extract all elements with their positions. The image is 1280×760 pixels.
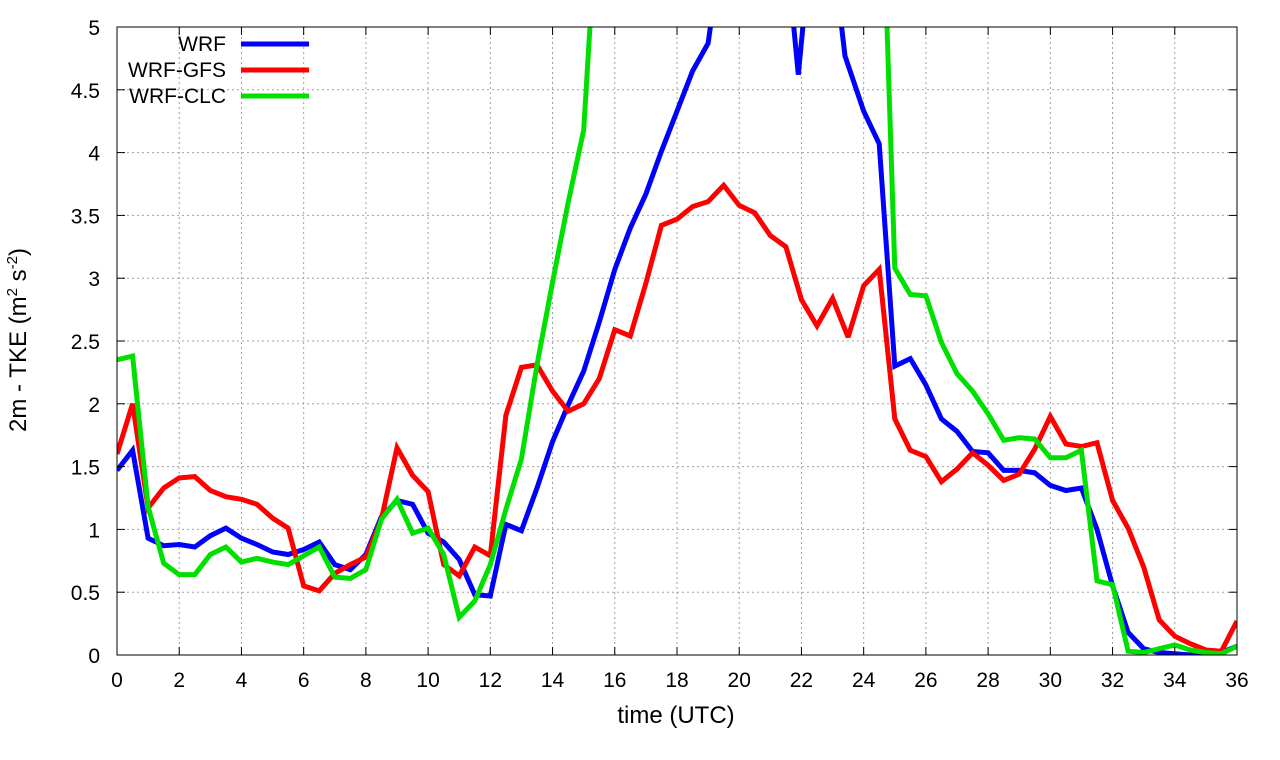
y-tick-label: 3.5 bbox=[71, 205, 100, 228]
x-tick-label: 26 bbox=[914, 669, 937, 692]
y-tick-label: 3 bbox=[88, 268, 100, 291]
x-tick-label: 10 bbox=[416, 669, 439, 692]
series-line-wrf-clc bbox=[117, 27, 1237, 655]
y-tick-labels: 0 0.5 1 1.5 2 2.5 3 3.5 4 4.5 5 bbox=[71, 17, 101, 668]
y-tick-label: 4.5 bbox=[71, 80, 100, 103]
x-tick-label: 14 bbox=[541, 669, 565, 692]
x-tick-label: 0 bbox=[111, 669, 123, 692]
series-line-wrf-gfs bbox=[117, 181, 1237, 654]
y-axis-label: 2m - TKE (m2 s-2) bbox=[4, 248, 32, 432]
y-axis-label-part: s bbox=[5, 269, 32, 288]
axis-ticks bbox=[116, 26, 1238, 656]
legend: WRF WRF-GFS WRF-CLC bbox=[128, 33, 309, 108]
y-tick-label: 1.5 bbox=[71, 457, 100, 480]
x-tick-label: 6 bbox=[298, 669, 310, 692]
x-tick-label: 30 bbox=[1039, 669, 1062, 692]
y-tick-label: 2 bbox=[88, 394, 100, 417]
x-tick-label: 22 bbox=[790, 669, 813, 692]
x-axis-label: time (UTC) bbox=[617, 702, 734, 729]
x-tick-label: 16 bbox=[603, 669, 626, 692]
y-tick-label: 1 bbox=[88, 519, 100, 542]
y-axis-label-part: 2m - TKE (m bbox=[5, 296, 32, 432]
y-tick-label: 4 bbox=[88, 143, 100, 166]
x-tick-label: 34 bbox=[1163, 669, 1187, 692]
x-tick-label: 12 bbox=[479, 669, 502, 692]
x-tick-label: 28 bbox=[976, 669, 999, 692]
x-tick-label: 20 bbox=[728, 669, 751, 692]
legend-label: WRF bbox=[178, 33, 226, 56]
x-tick-labels: 0 2 4 6 8 10 12 14 16 18 20 22 24 26 28 30 32 34 36 bbox=[111, 669, 1249, 692]
x-tick-label: 4 bbox=[236, 669, 248, 692]
grid-lines bbox=[117, 27, 1237, 655]
y-axis-label-part: ) bbox=[5, 248, 32, 256]
x-tick-label: 32 bbox=[1101, 669, 1124, 692]
x-tick-label: 2 bbox=[173, 669, 185, 692]
x-tick-label: 24 bbox=[852, 669, 876, 692]
y-tick-label: 2.5 bbox=[71, 331, 100, 354]
series-lines bbox=[117, 27, 1237, 655]
y-axis-label-superscript: 2 bbox=[4, 288, 21, 296]
legend-label: WRF-GFS bbox=[128, 59, 226, 82]
y-tick-label: 0.5 bbox=[71, 582, 100, 605]
y-tick-label: 0 bbox=[88, 645, 100, 668]
x-tick-label: 36 bbox=[1225, 669, 1248, 692]
legend-label: WRF-CLC bbox=[129, 85, 226, 108]
y-axis-label-superscript: -2 bbox=[4, 256, 21, 269]
x-tick-label: 18 bbox=[665, 669, 688, 692]
y-tick-label: 5 bbox=[88, 17, 100, 40]
x-tick-label: 8 bbox=[360, 669, 372, 692]
